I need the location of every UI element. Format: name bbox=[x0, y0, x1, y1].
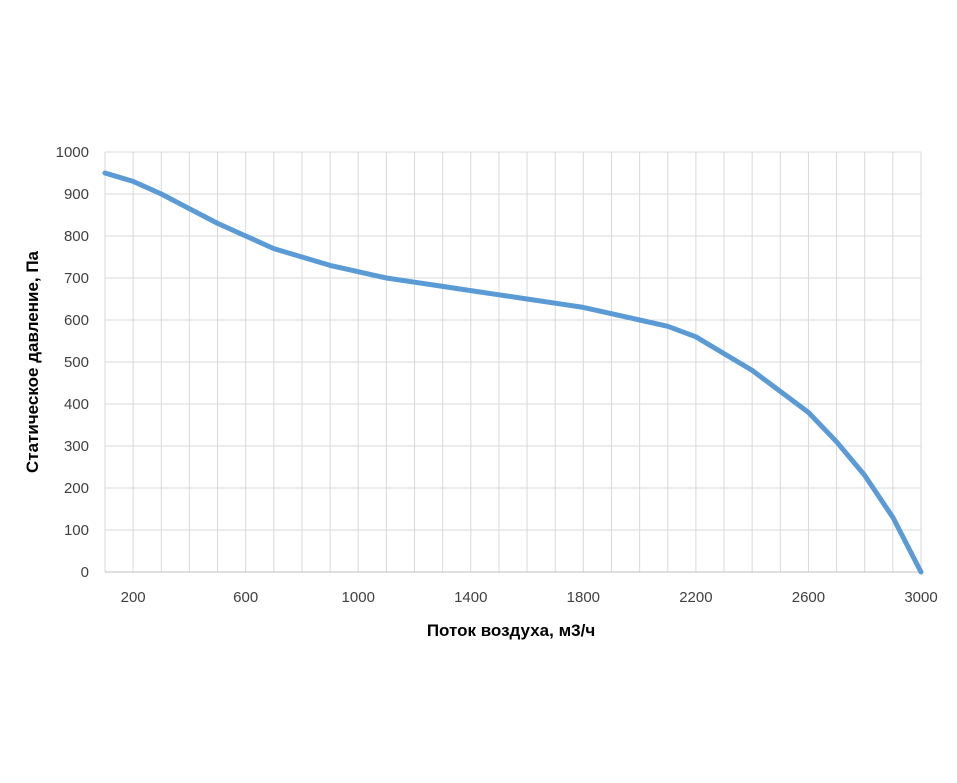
grid bbox=[104, 151, 922, 573]
series bbox=[102, 170, 924, 575]
y-tick-label: 800 bbox=[64, 228, 89, 245]
x-tick-label: 2200 bbox=[679, 589, 712, 606]
x-tick-label: 1000 bbox=[342, 589, 375, 606]
x-axis-title: Поток воздуха, м3/ч bbox=[427, 621, 595, 640]
y-tick-label: 500 bbox=[64, 354, 89, 371]
y-tick-label: 100 bbox=[64, 522, 89, 539]
x-tick-label: 600 bbox=[233, 589, 258, 606]
y-tick-label: 1000 bbox=[56, 144, 89, 161]
x-tick-labels: 200 600 1000 1400 1800 2200 2600 3000 bbox=[121, 589, 938, 606]
y-tick-label: 300 bbox=[64, 438, 89, 455]
x-tick-label: 1800 bbox=[567, 589, 600, 606]
x-tick-label: 200 bbox=[121, 589, 146, 606]
y-tick-label: 200 bbox=[64, 480, 89, 497]
series-line bbox=[102, 170, 924, 575]
y-tick-label: 0 bbox=[81, 564, 89, 581]
y-tick-label: 600 bbox=[64, 312, 89, 329]
y-tick-label: 900 bbox=[64, 186, 89, 203]
y-tick-label: 700 bbox=[64, 270, 89, 287]
y-tick-labels: 0 100 200 300 400 500 600 700 800 900 1000 bbox=[56, 144, 89, 581]
y-tick-label: 400 bbox=[64, 396, 89, 413]
x-tick-label: 2600 bbox=[792, 589, 825, 606]
x-tick-label: 1400 bbox=[454, 589, 487, 606]
y-axis-title: Статическое давление, Па bbox=[23, 250, 42, 473]
x-tick-label: 3000 bbox=[904, 589, 937, 606]
